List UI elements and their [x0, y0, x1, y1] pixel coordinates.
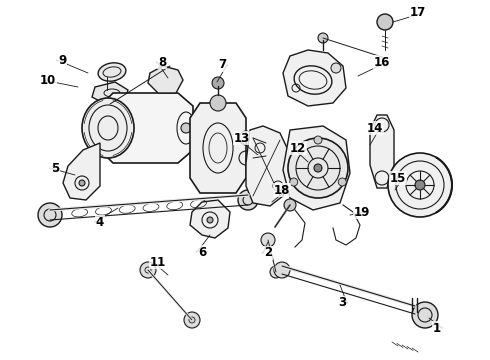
Circle shape — [238, 190, 258, 210]
Text: 4: 4 — [96, 216, 104, 229]
Circle shape — [377, 14, 393, 30]
Text: 6: 6 — [198, 246, 206, 258]
Polygon shape — [100, 93, 193, 163]
Polygon shape — [92, 82, 128, 104]
Polygon shape — [283, 126, 350, 210]
Text: 2: 2 — [264, 247, 272, 260]
Circle shape — [284, 199, 296, 211]
Circle shape — [212, 77, 224, 89]
Ellipse shape — [82, 98, 134, 158]
Text: 11: 11 — [150, 256, 166, 269]
Text: 10: 10 — [40, 73, 56, 86]
Circle shape — [412, 302, 438, 328]
Circle shape — [181, 123, 191, 133]
Text: 9: 9 — [58, 54, 66, 67]
Text: 16: 16 — [374, 55, 390, 68]
Text: 19: 19 — [354, 206, 370, 219]
Text: 3: 3 — [338, 297, 346, 310]
Polygon shape — [148, 66, 183, 93]
Text: 5: 5 — [51, 162, 59, 175]
Text: 17: 17 — [410, 6, 426, 19]
Text: 12: 12 — [290, 141, 306, 154]
Circle shape — [288, 138, 348, 198]
Polygon shape — [63, 143, 100, 200]
Text: 7: 7 — [218, 58, 226, 72]
Circle shape — [140, 262, 156, 278]
Circle shape — [270, 266, 282, 278]
Polygon shape — [370, 115, 394, 188]
Circle shape — [261, 233, 275, 247]
Circle shape — [318, 33, 328, 43]
Text: 13: 13 — [234, 131, 250, 144]
Circle shape — [290, 178, 298, 186]
Ellipse shape — [98, 63, 126, 81]
Circle shape — [388, 153, 452, 217]
Text: 8: 8 — [158, 55, 166, 68]
Circle shape — [415, 180, 425, 190]
Circle shape — [331, 63, 341, 73]
Polygon shape — [246, 126, 290, 206]
Circle shape — [38, 203, 62, 227]
Circle shape — [210, 95, 226, 111]
Text: 15: 15 — [390, 171, 406, 184]
Text: 18: 18 — [274, 184, 290, 197]
Polygon shape — [190, 200, 230, 238]
Circle shape — [314, 136, 322, 144]
Polygon shape — [283, 50, 346, 106]
Circle shape — [314, 164, 322, 172]
Circle shape — [79, 180, 85, 186]
Circle shape — [184, 312, 200, 328]
Text: 14: 14 — [367, 122, 383, 135]
Circle shape — [207, 217, 213, 223]
Text: 1: 1 — [433, 321, 441, 334]
Circle shape — [338, 178, 346, 186]
Polygon shape — [190, 103, 246, 193]
Circle shape — [274, 262, 290, 278]
